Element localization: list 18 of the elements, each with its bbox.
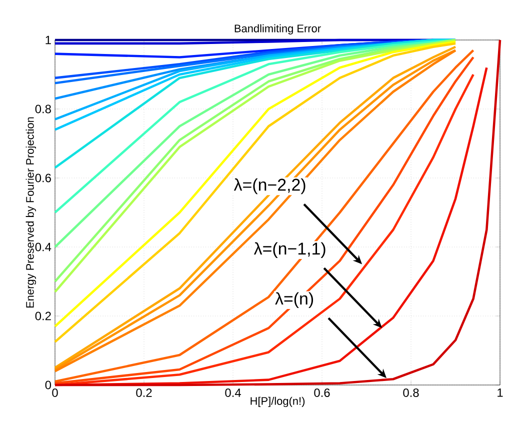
- x-tick-label: 0: [52, 388, 58, 397]
- y-axis-title: Energy Preserved by Fourier Projection: [26, 117, 36, 308]
- y-tick-label: 0.8: [35, 104, 51, 114]
- annotation: λ=(n): [275, 292, 314, 308]
- x-tick-label: 0.4: [225, 388, 241, 397]
- x-axis-title: H[P]/log(n!): [250, 396, 305, 408]
- y-tick-label: 0.6: [35, 174, 51, 182]
- chart-title: Bandlimiting Error: [234, 24, 321, 34]
- annotation: λ=(n−2,2): [234, 178, 306, 194]
- y-tick-label: 0.2: [35, 312, 51, 320]
- y-tick-label: 1: [46, 36, 51, 44]
- y-tick-label: 0.4: [35, 242, 52, 252]
- x-tick-label: 0.6: [314, 388, 330, 397]
- x-tick-label: 0.2: [136, 388, 152, 397]
- annotation: λ=(n−1,1): [254, 242, 326, 258]
- x-tick-label: 1: [498, 388, 503, 397]
- y-tick-label: 0: [45, 380, 52, 390]
- x-tick-label: 0.8: [403, 388, 419, 397]
